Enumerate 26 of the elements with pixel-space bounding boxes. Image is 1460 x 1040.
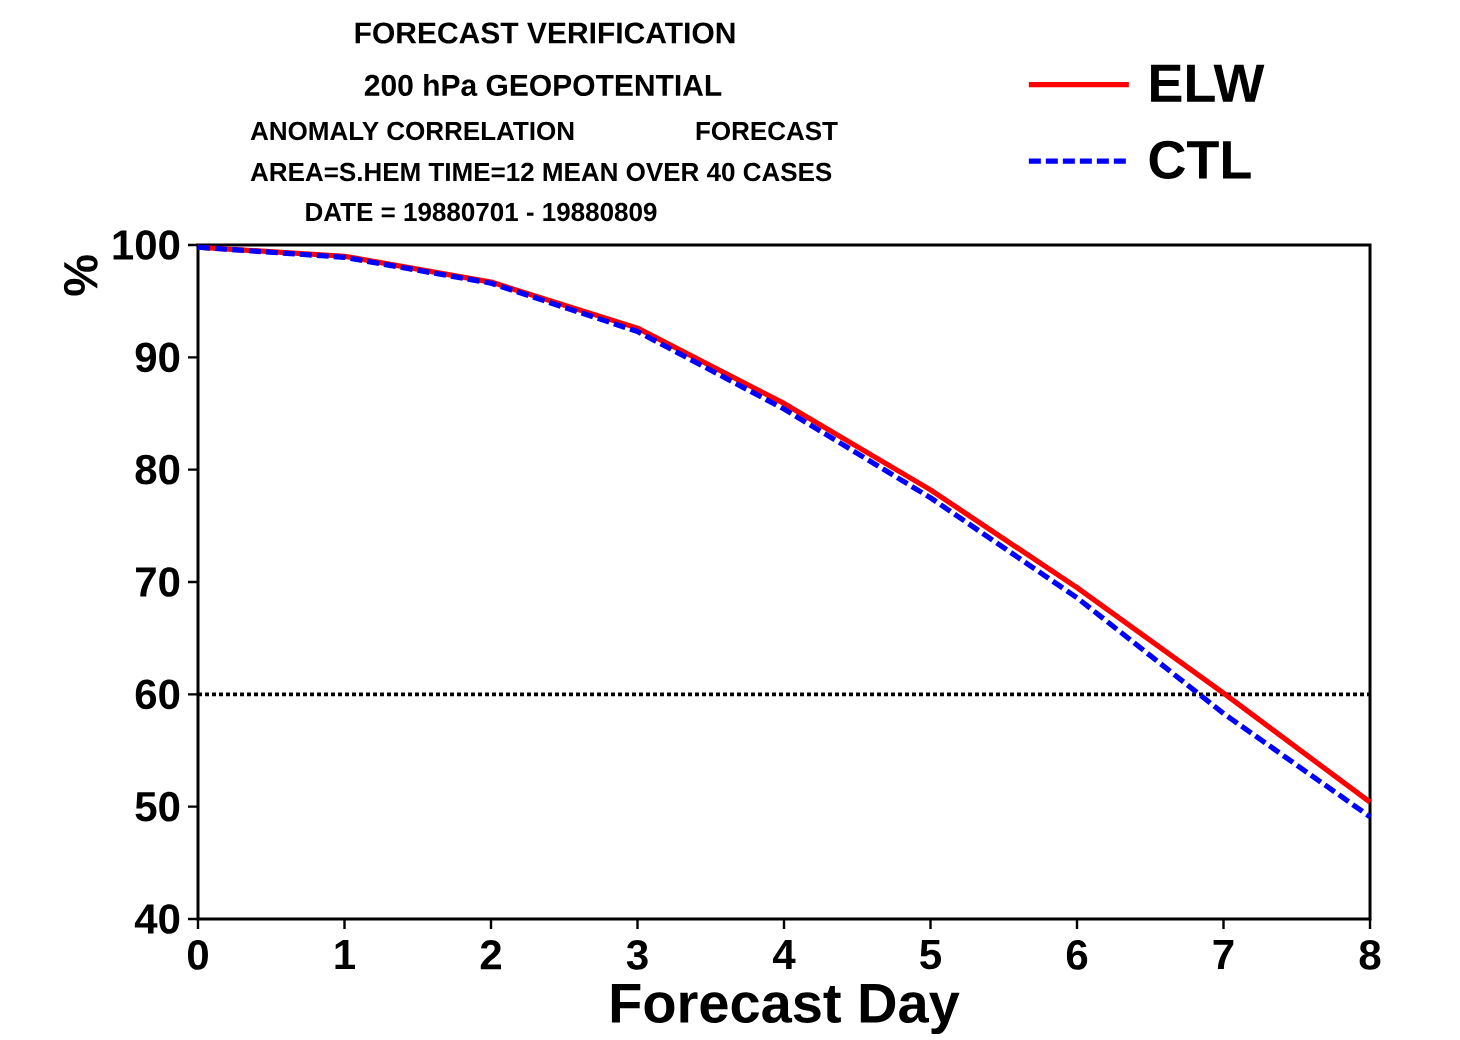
- y-tick-label: 50: [135, 791, 180, 822]
- x-tick-label: 1: [335, 940, 356, 969]
- chart-subtitle: 200 hPa GEOPOTENTIAL: [364, 73, 722, 96]
- text: ANOMALY CORRELATION: [250, 121, 574, 141]
- y-tick-label: 40: [134, 904, 180, 934]
- y-tick-label: 90: [135, 342, 180, 373]
- y-axis-title: %: [63, 255, 98, 296]
- legend-label: ELW: [1151, 64, 1265, 102]
- x-tick-label: 3: [626, 940, 648, 970]
- x-tick-label: 2: [480, 940, 502, 970]
- chart-title: FORECAST VERIFICATION: [355, 22, 735, 44]
- y-tick-label: 70: [136, 567, 180, 597]
- x-tick-label: 4: [772, 940, 796, 969]
- y-tick-label: 100: [113, 230, 180, 260]
- legend-label: CTL: [1149, 140, 1251, 179]
- x-tick-label: 7: [1213, 940, 1234, 969]
- text: AREA=S.HEM TIME=12 MEAN OVER 40 CASES: [250, 162, 832, 182]
- x-tick-label: 6: [1066, 940, 1088, 970]
- x-axis-title: Forecast Day: [611, 983, 960, 1035]
- y-tick-label: 60: [135, 679, 180, 710]
- text: DATE = 19880701 - 19880809: [306, 202, 657, 222]
- x-tick-label: 0: [187, 940, 208, 970]
- text: FORECAST: [696, 121, 838, 141]
- y-tick-label: 80: [135, 454, 180, 485]
- x-tick-label: 5: [920, 940, 942, 970]
- x-tick-label: 8: [1359, 940, 1381, 970]
